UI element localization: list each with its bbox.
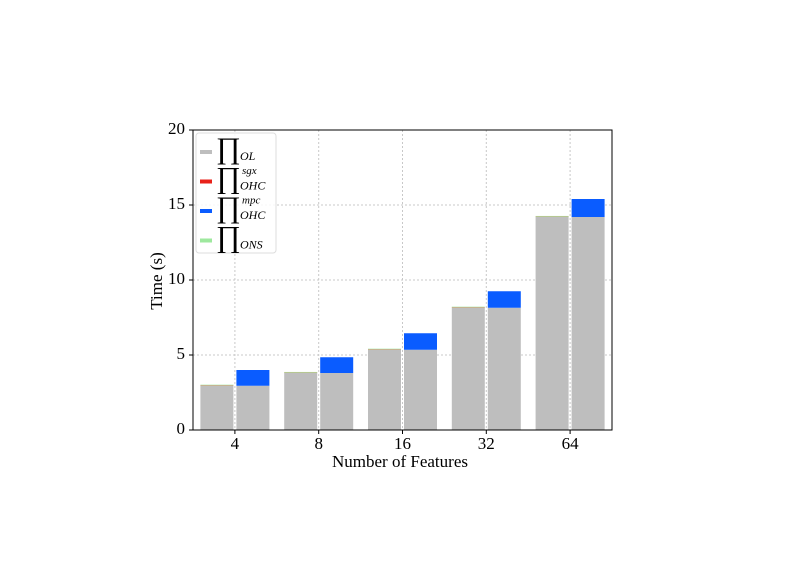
bar-segment xyxy=(536,217,569,430)
legend-symbol: ∏ xyxy=(216,161,241,194)
x-axis-label: Number of Features xyxy=(332,452,468,471)
legend-subscript: OL xyxy=(240,149,256,163)
x-tick-label: 8 xyxy=(314,434,323,453)
legend-subscript: OHC xyxy=(240,208,266,222)
bar-segment xyxy=(536,216,569,217)
bar-segment xyxy=(452,308,485,430)
bar-segment xyxy=(284,373,317,430)
bar-segment xyxy=(572,217,605,430)
y-tick-label: 0 xyxy=(177,419,186,438)
bar-segment xyxy=(368,349,401,350)
x-tick-label: 16 xyxy=(394,434,411,453)
x-tick-label: 4 xyxy=(231,434,240,453)
legend-superscript: mpc xyxy=(242,195,260,207)
bar-segment xyxy=(404,350,437,430)
bar-segment xyxy=(488,308,521,430)
y-tick-label: 10 xyxy=(168,269,185,288)
y-tick-label: 20 xyxy=(168,119,185,138)
legend-symbol: ∏ xyxy=(216,132,241,165)
bar-segment xyxy=(452,307,485,308)
bar-segment xyxy=(320,373,353,430)
y-axis-label: Time (s) xyxy=(147,252,166,309)
bar-segment xyxy=(488,291,521,308)
x-tick-label: 64 xyxy=(562,434,580,453)
bar-segment xyxy=(572,199,605,217)
bar-segment xyxy=(200,386,233,430)
y-tick-label: 15 xyxy=(168,194,185,213)
x-tick-label: 32 xyxy=(478,434,495,453)
bar-segment xyxy=(236,370,269,386)
legend-subscript: OHC xyxy=(240,178,266,192)
bar-segment xyxy=(284,372,317,373)
bar-segment xyxy=(368,350,401,430)
bar-segment xyxy=(320,357,353,373)
bar-segment xyxy=(200,385,233,386)
y-tick-label: 5 xyxy=(177,344,186,363)
legend-symbol: ∏ xyxy=(216,220,241,253)
legend-subscript: ONS xyxy=(240,237,263,251)
bar-segment xyxy=(404,333,437,350)
legend-superscript: sgx xyxy=(242,165,257,177)
legend-symbol: ∏ xyxy=(216,191,241,224)
bar-segment xyxy=(236,386,269,430)
